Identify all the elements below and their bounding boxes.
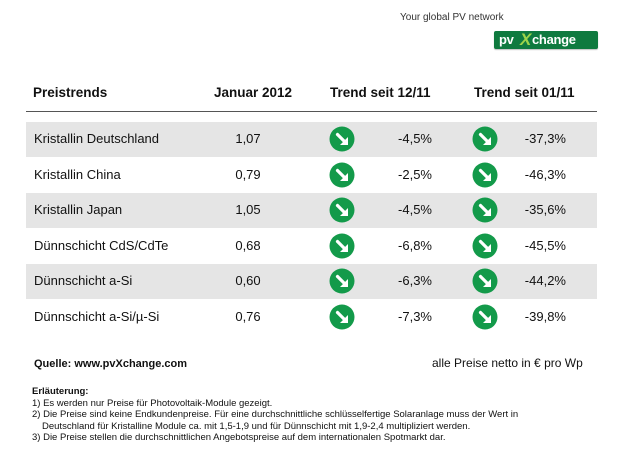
trend-since-12-11: -4,5% bbox=[398, 131, 432, 146]
pvxchange-logo: pv X change bbox=[494, 31, 598, 49]
row-label: Kristallin Deutschland bbox=[34, 131, 160, 146]
table-row: Dünnschicht CdS/CdTe 0,68 -6,8% -45,5% bbox=[26, 229, 597, 264]
note-2b: Deutschland für Kristalline Module ca. m… bbox=[42, 420, 471, 432]
arrow-down-right-icon bbox=[329, 162, 355, 188]
trend-since-12-11: -6,3% bbox=[398, 273, 432, 288]
trend-since-12-11: -6,8% bbox=[398, 237, 432, 253]
arrow-down-right-icon bbox=[472, 126, 498, 152]
row-label: Dünnschicht a-Si bbox=[34, 273, 133, 288]
table-row: Dünnschicht a-Si/µ-Si 0,76 -7,3% -39,8% bbox=[26, 300, 597, 335]
arrow-down-right-icon bbox=[329, 233, 355, 259]
notes-block: Erläuterung: 1) Es werden nur Preise für… bbox=[32, 386, 612, 444]
header-januar-2012: Januar 2012 bbox=[214, 85, 293, 100]
price-jan-2012: 0,79 bbox=[235, 166, 261, 182]
price-jan-2012: 0,60 bbox=[235, 273, 261, 288]
trend-since-12-11: -2,5% bbox=[398, 166, 432, 182]
tagline: Your global PV network bbox=[400, 12, 504, 23]
trend-since-01-11: -44,2% bbox=[524, 273, 566, 288]
arrow-down-right-icon bbox=[329, 197, 355, 223]
price-jan-2012: 0,76 bbox=[235, 308, 261, 324]
row-label: Kristallin Japan bbox=[34, 202, 123, 217]
trend-since-01-11: -45,5% bbox=[524, 237, 566, 253]
header-trend-01-11: Trend seit 01/11 bbox=[474, 85, 575, 100]
source-note: Quelle: www.pvXchange.com bbox=[34, 358, 188, 370]
arrow-down-right-icon bbox=[472, 304, 498, 330]
trend-since-12-11: -4,5% bbox=[398, 202, 432, 217]
header-preistrends: Preistrends bbox=[33, 85, 108, 100]
logo-pv: pv bbox=[499, 32, 514, 47]
row-label: Dünnschicht a-Si/µ-Si bbox=[34, 308, 160, 324]
arrow-down-right-icon bbox=[329, 268, 355, 294]
trend-since-01-11: -37,3% bbox=[524, 131, 566, 146]
table-row: Kristallin Japan 1,05 -4,5% -35,6% bbox=[26, 193, 597, 228]
price-jan-2012: 1,05 bbox=[235, 202, 261, 217]
arrow-down-right-icon bbox=[329, 304, 355, 330]
trend-since-01-11: -35,6% bbox=[524, 202, 566, 217]
notes-title: Erläuterung: bbox=[32, 386, 89, 397]
arrow-down-right-icon bbox=[329, 126, 355, 152]
price-jan-2012: 1,07 bbox=[235, 131, 261, 146]
trend-since-01-11: -46,3% bbox=[524, 166, 566, 182]
logo-x: X bbox=[520, 31, 532, 49]
note-3: 3) Die Preise stellen die durchschnittli… bbox=[32, 432, 446, 443]
note-2a: 2) Die Preise sind keine Endkundenpreise… bbox=[32, 409, 519, 420]
table-row: Dünnschicht a-Si 0,60 -6,3% -44,2% bbox=[26, 264, 597, 299]
note-1: 1) Es werden nur Preise für Photovoltaik… bbox=[32, 397, 273, 409]
header-trend-12-11: Trend seit 12/11 bbox=[330, 85, 431, 100]
arrow-down-right-icon bbox=[472, 162, 498, 188]
arrow-down-right-icon bbox=[472, 233, 498, 259]
arrow-down-right-icon bbox=[472, 197, 498, 223]
header-divider bbox=[26, 111, 597, 112]
unit-note: alle Preise netto in € pro Wp bbox=[432, 356, 583, 370]
arrow-down-right-icon bbox=[472, 268, 498, 294]
row-label: Kristallin China bbox=[34, 166, 121, 182]
table-row: Kristallin China 0,79 -2,5% -46,3% bbox=[26, 158, 597, 193]
trend-since-01-11: -39,8% bbox=[524, 308, 566, 324]
logo-change: change bbox=[532, 32, 576, 47]
price-jan-2012: 0,68 bbox=[235, 237, 261, 253]
row-label: Dünnschicht CdS/CdTe bbox=[34, 237, 169, 253]
trend-since-12-11: -7,3% bbox=[398, 308, 432, 324]
table-row: Kristallin Deutschland 1,07 -4,5% -37,3% bbox=[26, 122, 597, 157]
